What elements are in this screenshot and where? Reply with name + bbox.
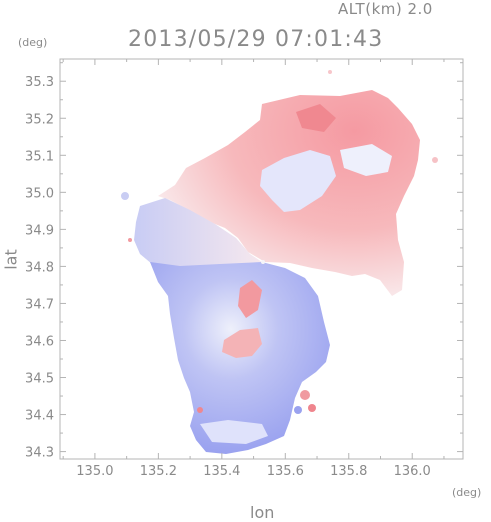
y-tick-label: 34.5 — [25, 372, 54, 387]
receding-echo — [197, 407, 203, 413]
approaching-echo — [121, 192, 129, 200]
y-tick-label: 34.7 — [25, 297, 54, 312]
receding-echo — [300, 390, 310, 400]
x-tick-label: 135.0 — [76, 464, 113, 479]
approaching-cell — [260, 150, 336, 212]
radar-site-marker — [261, 260, 265, 264]
approaching-cell — [340, 144, 392, 176]
receding-echo — [432, 157, 438, 163]
y-tick-label: 35.1 — [25, 149, 54, 164]
y-tick-label: 34.9 — [25, 223, 54, 238]
x-tick-label: 135.2 — [140, 464, 177, 479]
approaching-cell — [200, 420, 268, 444]
receding-echo — [128, 238, 132, 242]
approaching-region — [150, 262, 330, 454]
x-tick-label: 135.4 — [203, 464, 240, 479]
receding-echo — [308, 404, 316, 412]
transition-region — [134, 198, 262, 268]
x-tick-label: 135.8 — [330, 464, 367, 479]
y-tick-label: 35.3 — [25, 75, 54, 90]
y-tick-label: 34.3 — [25, 446, 54, 461]
y-tick-label: 34.6 — [25, 334, 54, 349]
receding-cell — [222, 328, 262, 358]
x-axis-title: lon — [250, 503, 275, 522]
axis-tick-labels: 135.0 135.2 135.4 135.6 135.8 136.0 35.3 35.2 35… — [25, 75, 431, 479]
x-axis-unit: (deg) — [452, 486, 482, 499]
approaching-echo — [294, 406, 302, 414]
timestamp-title: 2013/05/29 07:01:43 — [128, 27, 384, 52]
receding-echo — [328, 70, 332, 74]
altitude-label: ALT(km) 2.0 — [338, 0, 433, 18]
x-tick-label: 135.6 — [267, 464, 304, 479]
y-tick-label: 35.2 — [25, 112, 54, 127]
receding-cell — [296, 104, 336, 132]
axis-ticks — [60, 59, 463, 459]
y-tick-label: 35.0 — [25, 186, 54, 201]
receding-cell — [238, 280, 262, 318]
velocity-field — [121, 70, 438, 454]
plot-frame — [59, 58, 464, 460]
y-tick-label: 34.4 — [25, 409, 54, 424]
x-tick-label: 136.0 — [394, 464, 431, 479]
y-tick-label: 34.8 — [25, 260, 54, 275]
y-axis-unit: (deg) — [18, 36, 48, 49]
